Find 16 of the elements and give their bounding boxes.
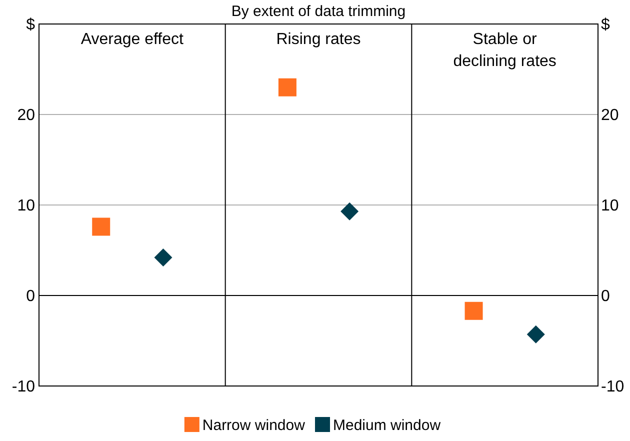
y2-tick-label: $ — [601, 16, 610, 34]
y2-tick-label: -10 — [601, 378, 624, 396]
y-tick-label: 0 — [26, 288, 36, 306]
y-tick-label: 10 — [17, 198, 36, 215]
x-tick-label: Rising rates — [276, 31, 361, 48]
y-tick-label: $ — [26, 16, 36, 34]
y-tick-label: 20 — [17, 107, 36, 124]
y2-tick-label: 20 — [601, 107, 619, 124]
chart-title: By extent of data trimming — [231, 3, 406, 20]
y2-tick-label: 0 — [601, 288, 610, 306]
legend-label: Narrow window — [202, 416, 306, 434]
x-tick-label: Stable or declining rates — [453, 31, 556, 70]
y-tick-label: -10 — [12, 378, 36, 396]
x-tick-label: Average effect — [80, 31, 184, 48]
y2-tick-label: 10 — [601, 198, 619, 215]
legend-label: Medium window — [333, 416, 441, 434]
